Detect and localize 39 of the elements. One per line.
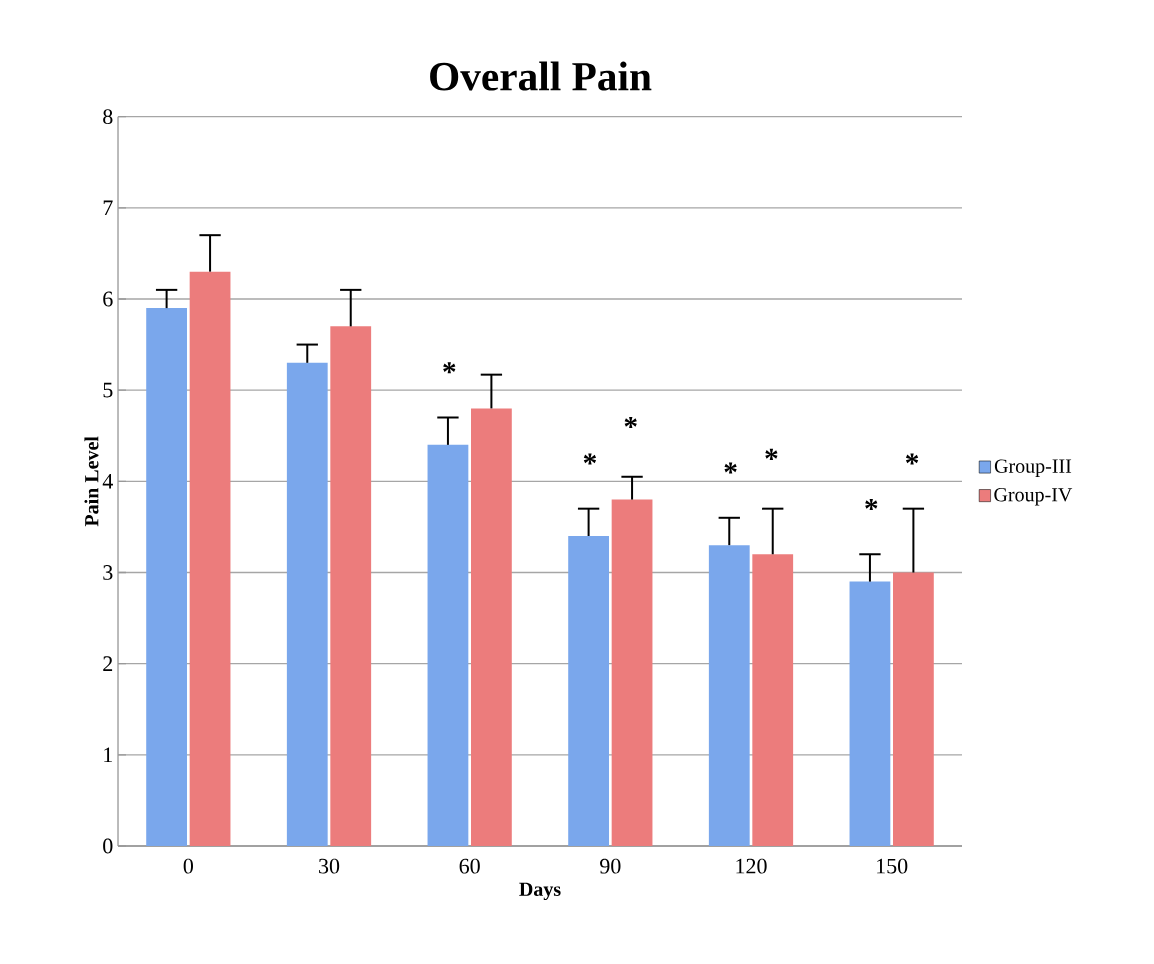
bar bbox=[611, 499, 653, 846]
legend-label: Group-IV bbox=[994, 488, 1073, 506]
x-tick-label: 120 bbox=[736, 858, 767, 874]
bar bbox=[849, 581, 891, 846]
annotation: * bbox=[583, 453, 597, 465]
annotation: * bbox=[724, 462, 737, 474]
x-tick-label: 30 bbox=[319, 858, 340, 874]
y-axis-title: Pain Level bbox=[84, 436, 99, 527]
annotation: * bbox=[765, 448, 778, 460]
legend-label: Group-III bbox=[994, 459, 1072, 477]
annotation: * bbox=[865, 498, 878, 511]
y-tick-label: 5 bbox=[103, 382, 113, 398]
y-tick-label: 7 bbox=[103, 200, 113, 216]
bar bbox=[708, 545, 750, 846]
y-tick-label: 3 bbox=[103, 565, 113, 580]
annotation: * bbox=[443, 362, 456, 374]
x-tick-label: 0 bbox=[183, 858, 193, 874]
x-tick-label: 150 bbox=[877, 858, 908, 874]
y-tick-label: 0 bbox=[103, 838, 113, 854]
bar bbox=[330, 326, 372, 846]
y-tick-label: 4 bbox=[102, 474, 113, 489]
y-tick-label: 6 bbox=[103, 291, 113, 307]
bar bbox=[892, 572, 934, 846]
x-tick-label: 60 bbox=[459, 858, 480, 874]
chart-title: Overall Pain bbox=[430, 61, 652, 91]
bar bbox=[189, 271, 231, 846]
bar bbox=[286, 362, 328, 846]
y-tick-label: 1 bbox=[104, 747, 112, 763]
x-tick-label: 90 bbox=[600, 858, 621, 874]
bar bbox=[568, 536, 609, 846]
bar bbox=[471, 408, 512, 846]
y-tick-label: 8 bbox=[103, 109, 113, 125]
bar bbox=[146, 308, 188, 846]
bar bbox=[427, 444, 469, 846]
annotation: * bbox=[624, 416, 637, 428]
bar bbox=[752, 554, 794, 846]
y-tick-label: 2 bbox=[103, 656, 113, 671]
x-axis-title: Days bbox=[519, 882, 561, 901]
annotation: * bbox=[905, 453, 919, 465]
